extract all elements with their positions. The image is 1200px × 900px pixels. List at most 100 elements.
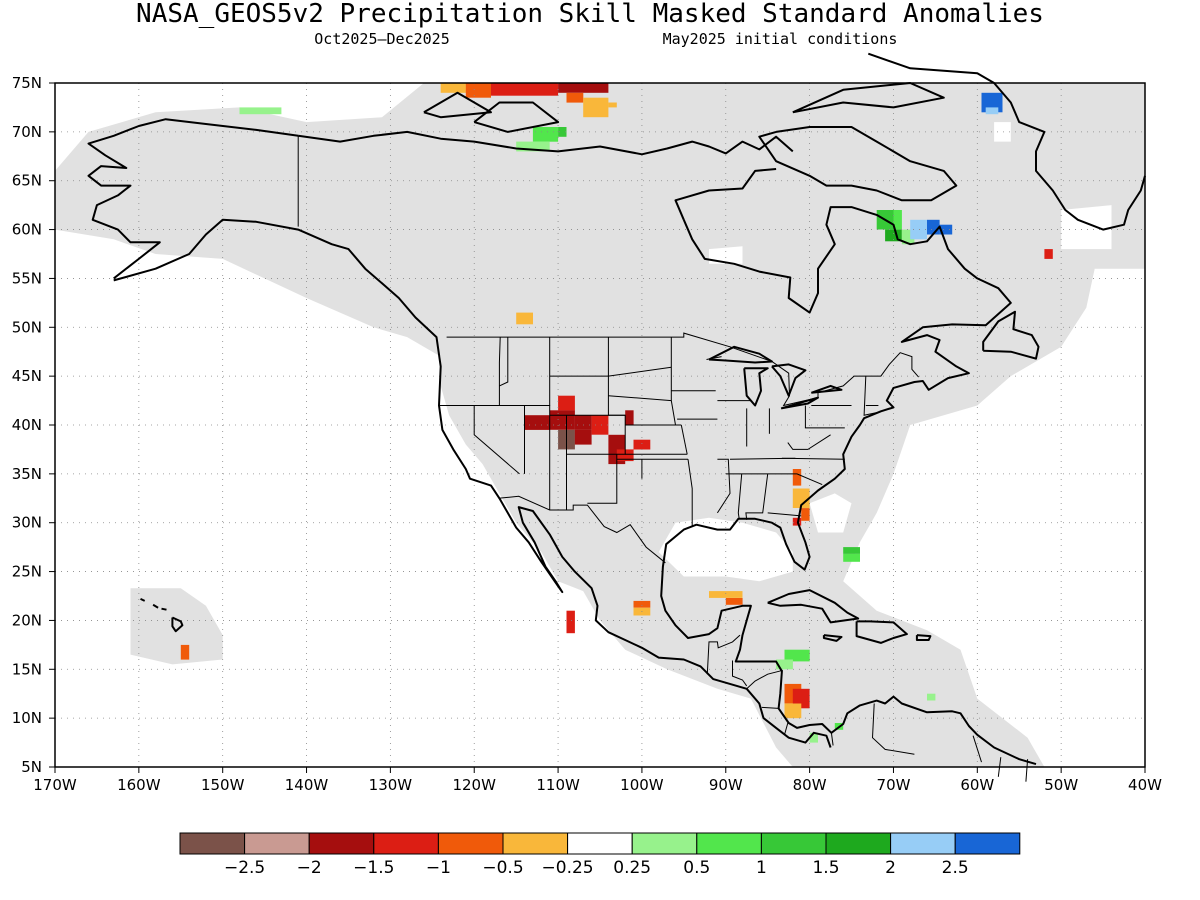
anomaly-cell (558, 83, 609, 93)
latitude-label: 55N (12, 269, 42, 287)
latitude-label: 65N (12, 172, 42, 190)
colorbar-label: −2 (297, 858, 322, 878)
cuba (767, 589, 860, 624)
state-boundary (608, 366, 672, 377)
state-boundary (499, 337, 509, 387)
lake-erie (780, 396, 819, 410)
map-panel: 75N 70N 65N 60N 55N 50N 45N 40N 35N 30N 25N 20N 15N 1… (12, 52, 1162, 794)
anomaly-cell (985, 107, 999, 115)
newfoundland (982, 310, 1040, 360)
anomaly-cell (633, 600, 651, 608)
colorbar-swatch (437, 832, 504, 855)
anomaly-cell (532, 127, 559, 142)
anomaly-cell (625, 410, 634, 425)
hispaniola (855, 620, 908, 644)
colorbar: −2.5 −2 −1.5 −1 −0.5 −0.25 0.25 0.5 1 1.5 2 2.5 (179, 832, 1021, 878)
longitude-label: 80W (793, 776, 827, 794)
longitude-label: 130W (369, 776, 413, 794)
colombia-venezuela-border (871, 703, 915, 755)
latitude-label: 60N (12, 221, 42, 239)
longitude-label: 170W (33, 776, 77, 794)
anomaly-cell (574, 429, 592, 445)
anomaly-cell (1044, 249, 1053, 259)
latitude-label: 30N (12, 514, 42, 532)
colorbar-label: 2 (885, 858, 896, 878)
costa-rica-panama-border (784, 722, 789, 735)
anomaly-cell (792, 517, 802, 526)
longitude-label: 120W (452, 776, 496, 794)
colorbar-label: 1 (756, 858, 767, 878)
anomaly-cell (180, 644, 190, 660)
colorbar-label: −1.5 (353, 858, 394, 878)
jamaica (822, 634, 843, 642)
anomaly-cell (608, 102, 617, 108)
anomaly-cell (927, 219, 940, 235)
state-boundary (498, 337, 501, 406)
anomaly-cell (566, 92, 584, 103)
colorbar-swatch (631, 832, 698, 855)
anomaly-cell (792, 469, 802, 486)
state-boundary (767, 512, 802, 517)
longitude-label: 50W (1044, 776, 1078, 794)
state-boundary (716, 458, 731, 514)
latitude-label: 35N (12, 465, 42, 483)
unmasked-area (205, 288, 265, 328)
anomaly-cell (784, 703, 802, 719)
state-boundary (473, 405, 520, 475)
colorbar-swatch (308, 832, 375, 855)
state-boundary (680, 424, 688, 455)
anomaly-layer (180, 83, 1053, 743)
political-borders (297, 135, 1029, 782)
anomaly-cell (549, 410, 575, 430)
unmasked-area (709, 246, 743, 264)
colorbar-label: 1.5 (812, 858, 839, 878)
colorbar-swatch (890, 832, 956, 855)
anomaly-cell (591, 415, 609, 435)
anomaly-cell (792, 488, 810, 508)
mask-region (130, 588, 223, 665)
anomaly-cell (524, 415, 550, 430)
us-mexico-border (498, 495, 666, 564)
latitude-label: 70N (12, 123, 42, 141)
latitude-label: 15N (12, 660, 42, 678)
coastline-layer (87, 52, 1146, 766)
hawaii (171, 616, 184, 633)
latitude-label: 45N (12, 367, 42, 385)
latitude-label: 50N (12, 318, 42, 336)
unmasked-area (927, 459, 986, 513)
anomaly-cell (910, 219, 927, 240)
longitude-label: 150W (201, 776, 245, 794)
alaska-coastline (87, 118, 299, 280)
latitude-label: 10N (12, 709, 42, 727)
colorbar-swatch (244, 832, 310, 855)
longitude-label: 160W (117, 776, 161, 794)
anomaly-cell (843, 547, 860, 554)
lake-michigan (743, 367, 769, 407)
colorbar-swatch (502, 832, 569, 855)
latitude-label: 5N (21, 758, 42, 776)
nicaragua-costa-rica-border (761, 706, 779, 709)
initial-conditions: May2025 initial conditions (663, 30, 898, 48)
colorbar-label: 0.5 (683, 858, 710, 878)
anomaly-cell (801, 508, 810, 521)
anomaly-cell (239, 107, 282, 115)
kauai (140, 597, 146, 602)
arctic-coastline (298, 130, 794, 156)
victoria-island (473, 101, 560, 133)
anomaly-cell (885, 229, 902, 242)
anomaly-cell (566, 610, 575, 634)
anomaly-cell (939, 224, 953, 235)
forecast-period: Oct2025–Dec2025 (314, 30, 449, 48)
oahu (152, 603, 159, 609)
colorbar-label: −0.25 (542, 858, 594, 878)
colorbar-label: −1 (426, 858, 451, 878)
anomaly-cell (725, 598, 743, 605)
anomaly-cell (558, 127, 567, 137)
latitude-label: 20N (12, 611, 42, 629)
colorbar-label: −2.5 (224, 858, 265, 878)
bylot-area (792, 82, 945, 114)
lake-huron (771, 363, 807, 397)
state-boundary (729, 457, 796, 460)
anomaly-cell (893, 210, 902, 230)
state-boundary (587, 454, 618, 504)
